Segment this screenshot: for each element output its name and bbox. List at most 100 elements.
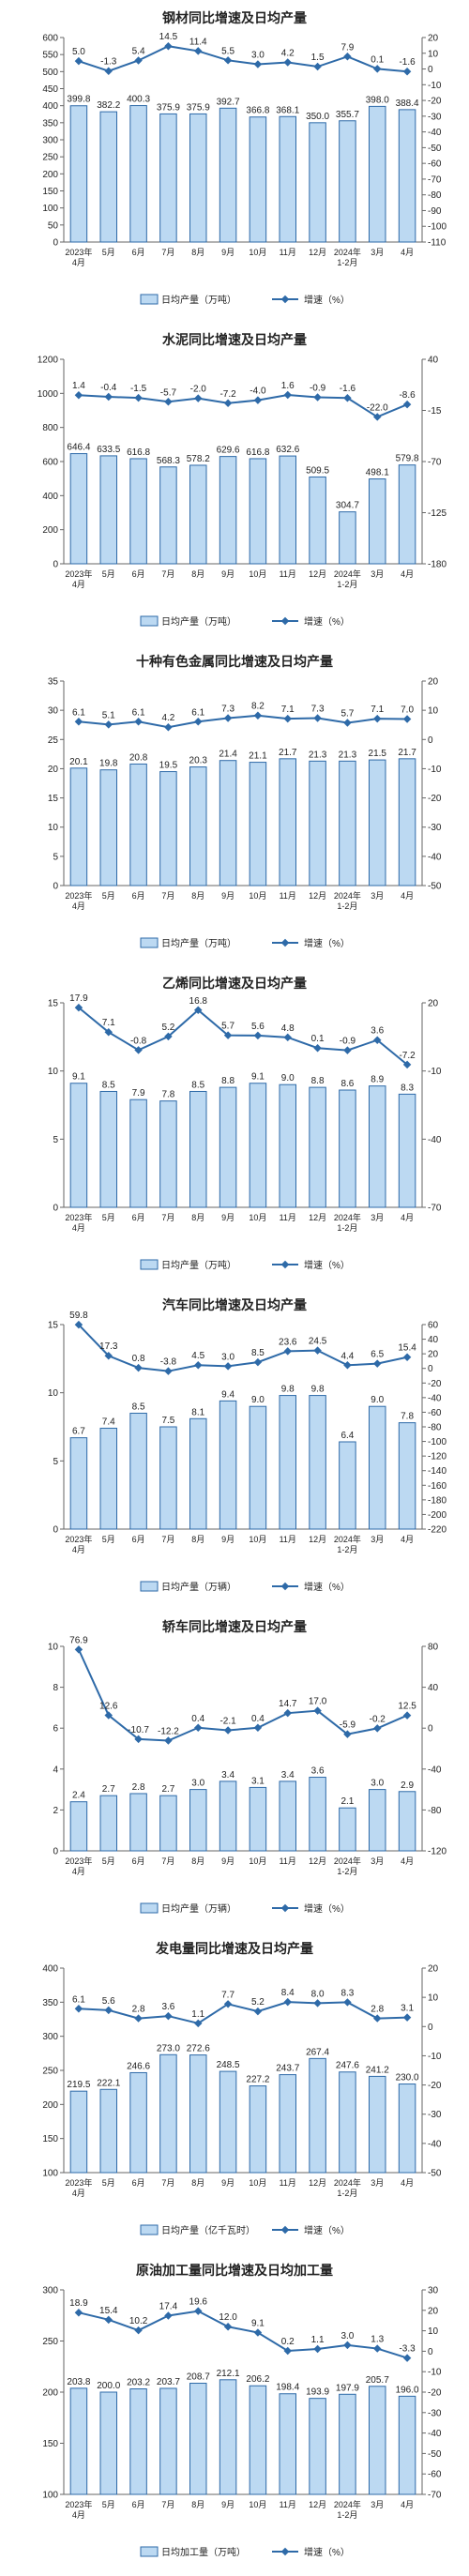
growth-value-label: 3.0 xyxy=(251,51,265,61)
bar xyxy=(159,2053,177,2174)
left-tick-label: 0 xyxy=(53,238,58,249)
growth-point xyxy=(402,1353,412,1361)
right-tick-label: 80 xyxy=(428,1643,439,1653)
right-tick-label: -20 xyxy=(428,97,442,107)
left-tick-label: 200 xyxy=(42,2388,58,2399)
growth-value-label: 17.0 xyxy=(309,1697,327,1707)
x-tick-label: 4月 xyxy=(401,1535,414,1544)
bar xyxy=(99,1795,118,1852)
growth-value-label: 7.3 xyxy=(311,705,325,715)
left-tick-label: 50 xyxy=(48,220,59,231)
right-tick-label: -220 xyxy=(428,1525,446,1536)
left-tick-label: 35 xyxy=(48,677,59,688)
growth-point xyxy=(164,1736,173,1745)
x-tick-label: 10月 xyxy=(249,1856,266,1866)
bar-value-label: 203.7 xyxy=(157,2377,180,2387)
growth-value-label: 5.6 xyxy=(251,1022,265,1032)
growth-value-label: 6.1 xyxy=(72,1994,85,2005)
bar-value-label: 9.4 xyxy=(221,1389,234,1400)
bar-value-label: 398.0 xyxy=(366,95,389,105)
x-tick-label: 4月 xyxy=(401,2178,414,2188)
left-tick-label: 250 xyxy=(42,153,58,163)
left-tick-label: 150 xyxy=(42,2134,58,2144)
legend-line-marker xyxy=(280,2547,290,2556)
bar-value-label: 2.7 xyxy=(161,1784,174,1795)
left-tick-label: 0 xyxy=(53,560,58,570)
bar-value-label: 3.0 xyxy=(371,1779,384,1789)
x-tick-label: 12月 xyxy=(309,1535,326,1544)
bar xyxy=(129,2388,147,2495)
legend-bar-label: 日均产量（万辆） xyxy=(161,1581,236,1593)
right-tick-label: -70 xyxy=(428,1204,442,1214)
bar xyxy=(398,1791,416,1852)
growth-value-label: 3.0 xyxy=(340,2331,354,2341)
x-tick-label: 11月 xyxy=(280,2500,296,2509)
x-tick-label: 8月 xyxy=(191,891,204,901)
right-tick-label: -30 xyxy=(428,112,442,122)
growth-point xyxy=(283,1347,292,1356)
right-tick-label: -30 xyxy=(428,823,442,833)
legend-bar-swatch xyxy=(140,2546,159,2557)
left-tick-label: 100 xyxy=(42,2491,58,2501)
x-tick-label: 8月 xyxy=(191,1213,204,1222)
legend-bar-swatch xyxy=(140,937,159,948)
growth-value-label: 14.7 xyxy=(279,1699,297,1709)
growth-value-label: 17.4 xyxy=(159,2301,178,2311)
growth-value-label: -5.9 xyxy=(340,1720,356,1731)
growth-value-label: -1.6 xyxy=(399,57,416,68)
x-tick-label: 8月 xyxy=(191,248,204,257)
x-tick-label: 3月 xyxy=(371,2178,384,2188)
bar-value-label: 498.1 xyxy=(366,468,389,478)
bar-value-label: 6.7 xyxy=(72,1427,85,1437)
growth-value-label: 12.5 xyxy=(398,1702,416,1712)
legend-line-marker xyxy=(280,295,290,304)
left-tick-label: 200 xyxy=(42,2100,58,2111)
right-tick-label: 30 xyxy=(428,2286,439,2296)
bar xyxy=(99,2391,118,2495)
growth-line xyxy=(78,394,408,418)
bar-value-label: 3.4 xyxy=(281,1770,295,1780)
growth-point xyxy=(253,2007,263,2016)
bar-value-label: 227.2 xyxy=(246,2075,269,2085)
bar xyxy=(99,1427,118,1530)
growth-point xyxy=(223,56,233,65)
bar xyxy=(189,2054,207,2174)
legend-bar-swatch xyxy=(140,294,159,305)
growth-value-label: 5.6 xyxy=(102,1996,115,2007)
growth-value-label: 0.8 xyxy=(132,1354,145,1364)
bar xyxy=(69,1083,88,1208)
right-tick-label: -90 xyxy=(428,206,442,217)
growth-point xyxy=(223,714,233,722)
bar-value-label: 21.3 xyxy=(309,750,327,760)
growth-point xyxy=(104,392,113,402)
x-tick-label: 2024年 1-2月 xyxy=(334,568,361,589)
x-tick-label: 10月 xyxy=(249,569,266,579)
bar xyxy=(279,2074,297,2174)
right-tick-label: -70 xyxy=(428,2491,442,2501)
bar-value-label: 21.1 xyxy=(249,751,267,762)
growth-value-label: 7.0 xyxy=(401,705,414,715)
bar xyxy=(339,2071,356,2174)
growth-point xyxy=(283,1997,292,2007)
growth-point xyxy=(74,1320,83,1329)
growth-value-label: 4.2 xyxy=(281,48,295,58)
bar xyxy=(129,1793,147,1852)
legend-line-marker xyxy=(280,1260,290,1269)
right-tick-label: -125 xyxy=(428,508,446,519)
x-tick-label: 12月 xyxy=(309,248,326,257)
growth-line xyxy=(78,1648,408,1742)
growth-point xyxy=(253,711,263,720)
bar-value-label: 368.1 xyxy=(276,105,299,115)
bar-value-label: 21.7 xyxy=(398,748,416,758)
chart-1: 钢材同比增速及日均产量05010015020025030035040045050… xyxy=(42,10,446,306)
bar xyxy=(249,458,267,565)
right-tick-label: -100 xyxy=(428,1437,446,1447)
bar xyxy=(159,1795,177,1852)
growth-point xyxy=(104,67,113,75)
bar xyxy=(339,511,356,565)
left-tick-label: 10 xyxy=(48,823,59,833)
bar xyxy=(279,115,297,243)
bar-value-label: 7.8 xyxy=(401,1412,414,1422)
right-tick-label: -30 xyxy=(428,2110,442,2120)
